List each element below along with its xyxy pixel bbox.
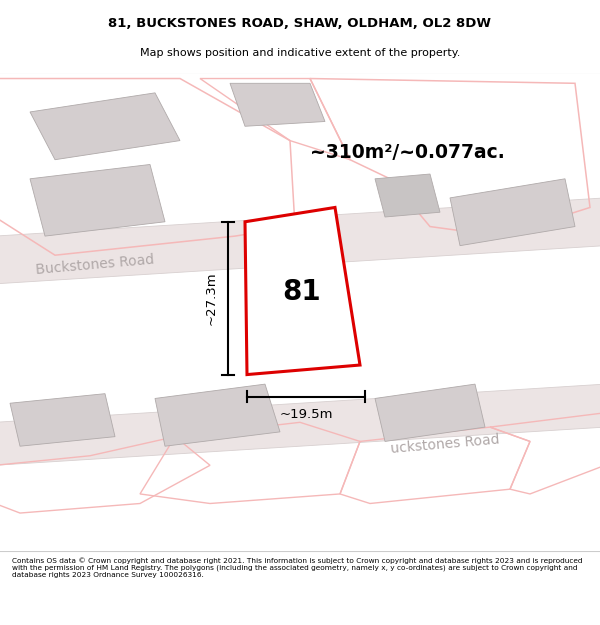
Polygon shape bbox=[375, 174, 440, 217]
Text: ~19.5m: ~19.5m bbox=[279, 408, 333, 421]
Polygon shape bbox=[0, 198, 600, 284]
Polygon shape bbox=[30, 164, 165, 236]
Polygon shape bbox=[155, 384, 280, 446]
Text: Buckstones Road: Buckstones Road bbox=[35, 253, 155, 277]
Text: ~310m²/~0.077ac.: ~310m²/~0.077ac. bbox=[310, 142, 505, 161]
Text: 81, BUCKSTONES ROAD, SHAW, OLDHAM, OL2 8DW: 81, BUCKSTONES ROAD, SHAW, OLDHAM, OL2 8… bbox=[109, 17, 491, 30]
Text: 81: 81 bbox=[283, 278, 321, 306]
Text: Map shows position and indicative extent of the property.: Map shows position and indicative extent… bbox=[140, 48, 460, 58]
Polygon shape bbox=[30, 93, 180, 160]
Polygon shape bbox=[0, 384, 600, 465]
Polygon shape bbox=[230, 83, 325, 126]
Text: ~27.3m: ~27.3m bbox=[205, 271, 218, 325]
Polygon shape bbox=[375, 384, 485, 441]
Text: uckstones Road: uckstones Road bbox=[390, 432, 500, 456]
Polygon shape bbox=[450, 179, 575, 246]
Text: Contains OS data © Crown copyright and database right 2021. This information is : Contains OS data © Crown copyright and d… bbox=[12, 557, 583, 578]
Polygon shape bbox=[245, 208, 360, 374]
Polygon shape bbox=[10, 394, 115, 446]
